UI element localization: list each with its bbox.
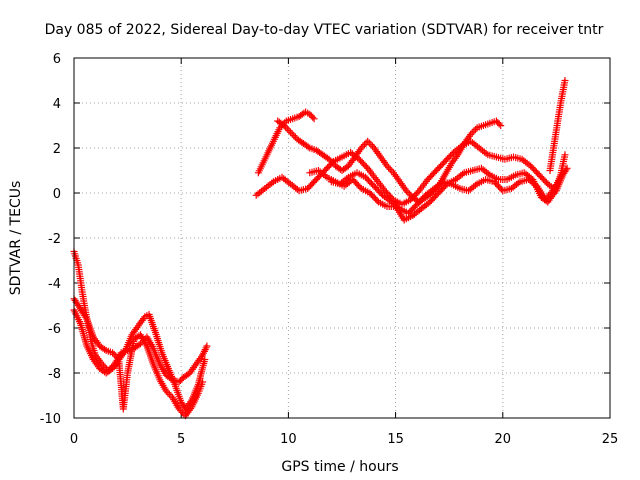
- x-tick-label: 25: [602, 432, 619, 447]
- data-point: [394, 203, 402, 211]
- y-tick-label: -6: [48, 322, 61, 337]
- data-point: [472, 125, 479, 133]
- data-point: [343, 175, 351, 183]
- data-point: [373, 197, 381, 204]
- data-point: [471, 181, 479, 189]
- data-point: [201, 356, 209, 363]
- data-point: [328, 159, 336, 167]
- data-point: [470, 127, 478, 135]
- data-point: [268, 179, 276, 187]
- y-tick-label: 0: [53, 187, 61, 202]
- data-point: [280, 122, 288, 129]
- data-point: [385, 164, 393, 172]
- y-axis-title: SDTVAR / TECUs: [8, 181, 24, 296]
- x-axis-title: GPS time / hours: [281, 459, 398, 475]
- data-point: [110, 350, 118, 358]
- data-point: [112, 361, 120, 369]
- data-point: [285, 127, 293, 135]
- y-tick-label: -8: [48, 367, 61, 382]
- y-tick-label: -4: [48, 277, 61, 292]
- series-track-c: [70, 306, 207, 420]
- data-point: [110, 363, 118, 371]
- data-point: [165, 390, 173, 398]
- data-point: [559, 169, 567, 177]
- y-tick-label: -2: [48, 232, 61, 247]
- x-tick-label: 15: [387, 432, 404, 447]
- data-point: [497, 122, 505, 129]
- data-point: [406, 190, 413, 198]
- series-track-i: [546, 77, 569, 174]
- data-point: [357, 144, 365, 152]
- data-point: [561, 151, 569, 159]
- data-point: [367, 141, 375, 149]
- data-point: [402, 187, 410, 195]
- data-point: [310, 115, 318, 123]
- data-point: [288, 130, 296, 138]
- data-point: [283, 125, 291, 133]
- data-point: [437, 179, 445, 187]
- data-point: [364, 137, 372, 145]
- data-point: [393, 174, 401, 182]
- data-point: [459, 170, 466, 178]
- data-point: [391, 171, 399, 179]
- data-point: [404, 188, 412, 196]
- data-point: [203, 342, 211, 350]
- data-point: [290, 132, 298, 140]
- data-point: [397, 180, 405, 188]
- y-tick-label: 2: [53, 142, 61, 157]
- data-point: [101, 345, 109, 353]
- data-point: [383, 162, 391, 170]
- y-tick-label: 6: [53, 52, 61, 67]
- data-point: [453, 153, 460, 160]
- data-point: [282, 123, 290, 131]
- data-point: [82, 313, 90, 321]
- data-point: [467, 131, 475, 138]
- x-tick-label: 20: [495, 432, 512, 447]
- data-point: [293, 185, 301, 193]
- data-point: [325, 155, 333, 163]
- y-tick-label: -10: [40, 412, 61, 427]
- data-point: [162, 387, 170, 395]
- series-track-h: [327, 169, 567, 217]
- data-point: [199, 378, 207, 386]
- data-point: [164, 389, 172, 397]
- x-tick-label: 10: [280, 432, 297, 447]
- data-point: [561, 77, 569, 84]
- data-point: [495, 120, 503, 128]
- data-point: [109, 365, 117, 372]
- data-point: [468, 129, 476, 137]
- data-point: [309, 113, 317, 121]
- plot-frame: [73, 57, 611, 419]
- chart-title: Day 085 of 2022, Sidereal Day-to-day VTE…: [45, 22, 604, 38]
- data-point: [304, 143, 312, 151]
- data-points: [70, 77, 571, 420]
- data-point: [175, 405, 183, 413]
- data-point: [321, 172, 329, 180]
- data-point: [109, 349, 117, 357]
- data-point: [365, 139, 373, 147]
- x-tick-label: 5: [177, 432, 185, 447]
- data-point: [386, 165, 394, 173]
- data-point: [287, 128, 294, 136]
- data-point: [482, 149, 490, 157]
- y-tick-label: 4: [53, 97, 61, 112]
- data-point: [359, 142, 367, 150]
- data-point: [400, 183, 408, 191]
- data-point: [361, 141, 368, 149]
- data-point: [484, 170, 492, 178]
- data-point: [177, 407, 185, 415]
- x-tick-label: 0: [70, 432, 78, 447]
